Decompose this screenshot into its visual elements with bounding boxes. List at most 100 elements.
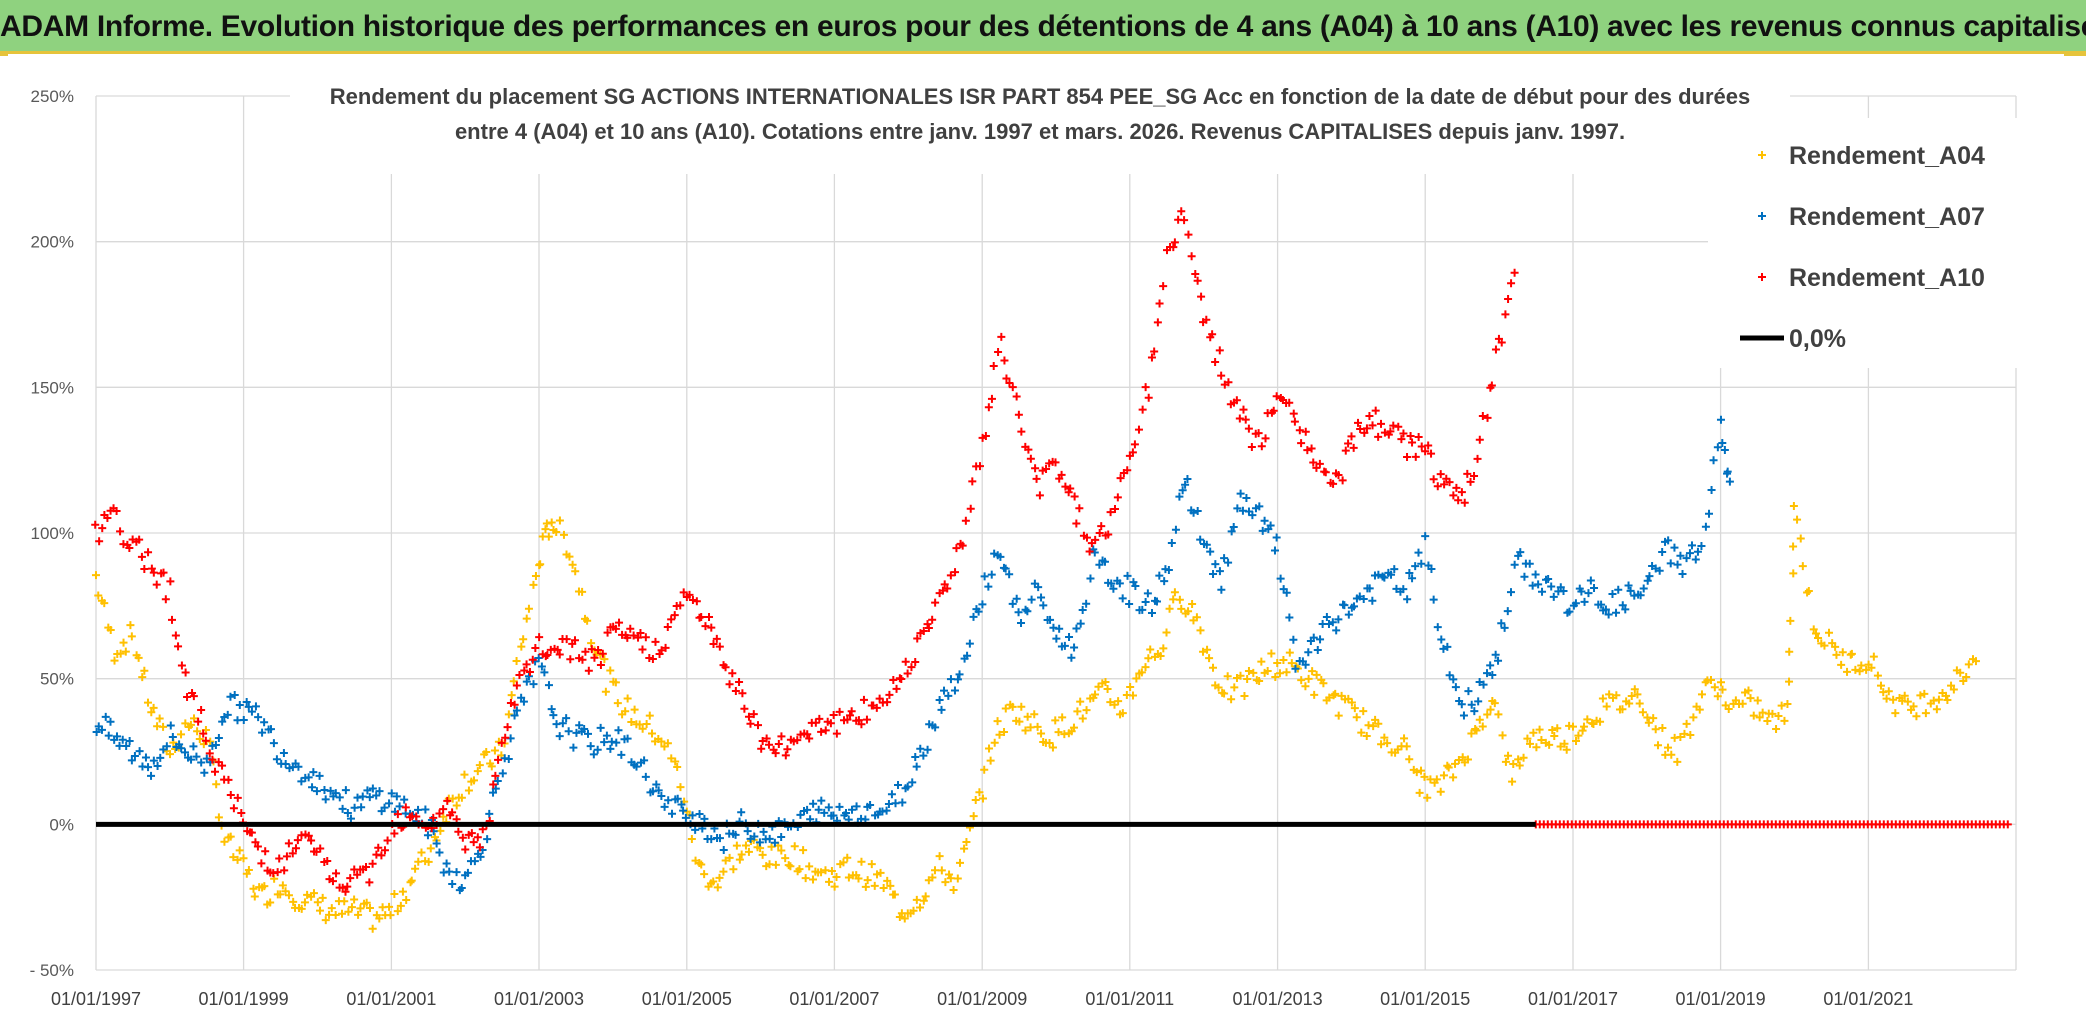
data-point [817, 868, 826, 877]
data-point [1334, 711, 1343, 720]
data-point [1843, 667, 1852, 676]
data-point [1008, 383, 1017, 392]
data-point [230, 691, 239, 700]
data-point [814, 805, 823, 814]
data-point [328, 877, 337, 886]
data-point [497, 738, 506, 747]
data-point [1670, 543, 1679, 552]
data-point [1785, 647, 1794, 656]
data-point [1340, 601, 1349, 610]
data-point [1545, 740, 1554, 749]
data-point [226, 692, 235, 701]
data-point [1269, 406, 1278, 415]
data-point [1525, 559, 1534, 568]
data-point [1578, 726, 1587, 735]
data-point [1066, 484, 1075, 493]
data-point [362, 898, 371, 907]
data-point [547, 705, 556, 714]
data-point [1559, 586, 1568, 595]
data-point [611, 624, 620, 633]
data-point [1466, 477, 1475, 486]
data-point [1159, 282, 1168, 291]
data-point [493, 776, 502, 785]
data-point [1272, 533, 1281, 542]
data-point [1943, 695, 1952, 704]
data-point [955, 670, 964, 679]
data-point [870, 881, 879, 890]
data-point [1386, 427, 1395, 436]
data-point [512, 681, 521, 690]
data-point [385, 799, 394, 808]
data-point [817, 727, 826, 736]
data-point [429, 813, 438, 822]
data-point [1941, 691, 1950, 700]
data-point [606, 666, 615, 675]
data-point [1065, 633, 1074, 642]
data-point [614, 726, 623, 735]
data-point [1548, 726, 1557, 735]
data-point [555, 516, 564, 525]
data-point [1156, 651, 1165, 660]
data-point [1354, 418, 1363, 427]
data-point [1193, 276, 1202, 285]
data-point [987, 394, 996, 403]
data-point [848, 805, 857, 814]
y-tick-label: 250% [31, 87, 74, 106]
data-point [565, 552, 574, 561]
data-point [1550, 731, 1559, 740]
data-point [485, 809, 494, 818]
data-point [332, 869, 341, 878]
data-point [1352, 713, 1361, 722]
data-point [1602, 702, 1611, 711]
data-point [249, 884, 258, 893]
data-point [1909, 702, 1918, 711]
data-point [757, 744, 766, 753]
data-point [1614, 585, 1623, 594]
data-point [1369, 722, 1378, 731]
data-point [581, 647, 590, 656]
data-point [623, 694, 632, 703]
data-point [149, 756, 158, 765]
data-point [149, 568, 158, 577]
data-point [1001, 564, 1010, 573]
data-point [1297, 676, 1306, 685]
data-point [935, 852, 944, 861]
data-point [1368, 421, 1377, 430]
data-point [651, 637, 660, 646]
data-point [537, 662, 546, 671]
data-point [709, 877, 718, 886]
data-point [162, 742, 171, 751]
data-point [1486, 661, 1495, 670]
data-point [1033, 722, 1042, 731]
data-point [1123, 466, 1132, 475]
data-point [531, 571, 540, 580]
banner [0, 0, 2086, 54]
data-point [1804, 587, 1813, 596]
data-point [1255, 677, 1264, 686]
data-point [1676, 551, 1685, 560]
data-point [393, 810, 402, 819]
data-point [1072, 519, 1081, 528]
data-point [1758, 273, 1766, 281]
data-point [368, 859, 377, 868]
data-point [199, 729, 208, 738]
data-point [907, 663, 916, 672]
data-point [1478, 412, 1487, 421]
data-point [1547, 582, 1556, 591]
data-point [435, 848, 444, 857]
data-point [1723, 467, 1732, 476]
data-point [937, 705, 946, 714]
data-point [1008, 702, 1017, 711]
data-point [743, 827, 752, 836]
data-point [190, 714, 199, 723]
data-point [883, 698, 892, 707]
data-point [1855, 667, 1864, 676]
data-point [638, 724, 647, 733]
data-point [1460, 498, 1469, 507]
data-point [1233, 504, 1242, 513]
data-point [924, 624, 933, 633]
data-point [1365, 584, 1374, 593]
data-point [189, 692, 198, 701]
data-point [1064, 488, 1073, 497]
data-point [1497, 338, 1506, 347]
